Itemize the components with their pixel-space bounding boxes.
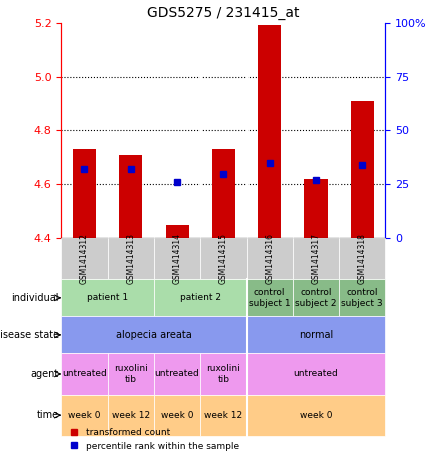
Text: week 0: week 0	[68, 410, 101, 419]
Bar	[293, 23, 339, 238]
Text: control
subject 3: control subject 3	[342, 288, 383, 308]
FancyBboxPatch shape	[339, 238, 385, 280]
FancyBboxPatch shape	[61, 316, 247, 353]
FancyBboxPatch shape	[200, 238, 247, 280]
Text: week 12: week 12	[112, 410, 150, 419]
Text: untreated: untreated	[62, 370, 107, 379]
Text: GSM1414312: GSM1414312	[80, 233, 89, 284]
Text: GSM1414317: GSM1414317	[311, 233, 321, 284]
Text: patient 1: patient 1	[87, 294, 128, 302]
FancyBboxPatch shape	[247, 316, 385, 353]
Text: untreated: untreated	[155, 370, 199, 379]
Title: GDS5275 / 231415_at: GDS5275 / 231415_at	[147, 6, 300, 20]
Text: alopecia areata: alopecia areata	[116, 330, 192, 340]
Text: GSM1414314: GSM1414314	[173, 233, 182, 284]
Text: agent: agent	[31, 369, 59, 379]
FancyBboxPatch shape	[247, 395, 385, 436]
Bar	[339, 23, 385, 238]
Bar	[351, 101, 374, 238]
Text: control
subject 1: control subject 1	[249, 288, 290, 308]
Legend: transformed count, percentile rank within the sample: transformed count, percentile rank withi…	[66, 424, 242, 453]
FancyBboxPatch shape	[61, 238, 108, 280]
Text: week 0: week 0	[161, 410, 193, 419]
FancyBboxPatch shape	[154, 280, 247, 316]
Text: time: time	[37, 410, 59, 420]
FancyBboxPatch shape	[247, 353, 385, 395]
Bar	[304, 179, 328, 238]
FancyBboxPatch shape	[108, 353, 154, 395]
Text: control
subject 2: control subject 2	[295, 288, 337, 308]
FancyBboxPatch shape	[247, 280, 293, 316]
Text: GSM1414313: GSM1414313	[126, 233, 135, 284]
FancyBboxPatch shape	[154, 353, 200, 395]
Bar	[154, 23, 200, 238]
FancyBboxPatch shape	[154, 395, 200, 436]
FancyBboxPatch shape	[61, 280, 154, 316]
FancyBboxPatch shape	[200, 353, 247, 395]
Bar	[247, 23, 293, 238]
Bar	[200, 23, 247, 238]
Bar	[61, 23, 108, 238]
Text: GSM1414315: GSM1414315	[219, 233, 228, 284]
Bar	[166, 225, 189, 238]
Text: individual: individual	[11, 293, 59, 303]
Text: week 12: week 12	[204, 410, 243, 419]
Text: untreated: untreated	[293, 370, 339, 379]
FancyBboxPatch shape	[154, 238, 200, 280]
Text: normal: normal	[299, 330, 333, 340]
Bar	[73, 149, 96, 238]
FancyBboxPatch shape	[293, 280, 339, 316]
FancyBboxPatch shape	[108, 238, 154, 280]
FancyBboxPatch shape	[61, 353, 108, 395]
FancyBboxPatch shape	[293, 238, 339, 280]
Text: GSM1414318: GSM1414318	[358, 233, 367, 284]
FancyBboxPatch shape	[339, 280, 385, 316]
Text: patient 2: patient 2	[180, 294, 221, 302]
Bar	[212, 149, 235, 238]
FancyBboxPatch shape	[247, 238, 293, 280]
Text: GSM1414316: GSM1414316	[265, 233, 274, 284]
Text: week 0: week 0	[300, 410, 332, 419]
Bar	[108, 23, 154, 238]
Text: disease state: disease state	[0, 330, 59, 340]
FancyBboxPatch shape	[108, 395, 154, 436]
Bar	[119, 154, 142, 238]
Bar	[258, 25, 281, 238]
Text: ruxolini
tib: ruxolini tib	[206, 364, 240, 384]
FancyBboxPatch shape	[200, 395, 247, 436]
Text: ruxolini
tib: ruxolini tib	[114, 364, 148, 384]
FancyBboxPatch shape	[61, 395, 108, 436]
